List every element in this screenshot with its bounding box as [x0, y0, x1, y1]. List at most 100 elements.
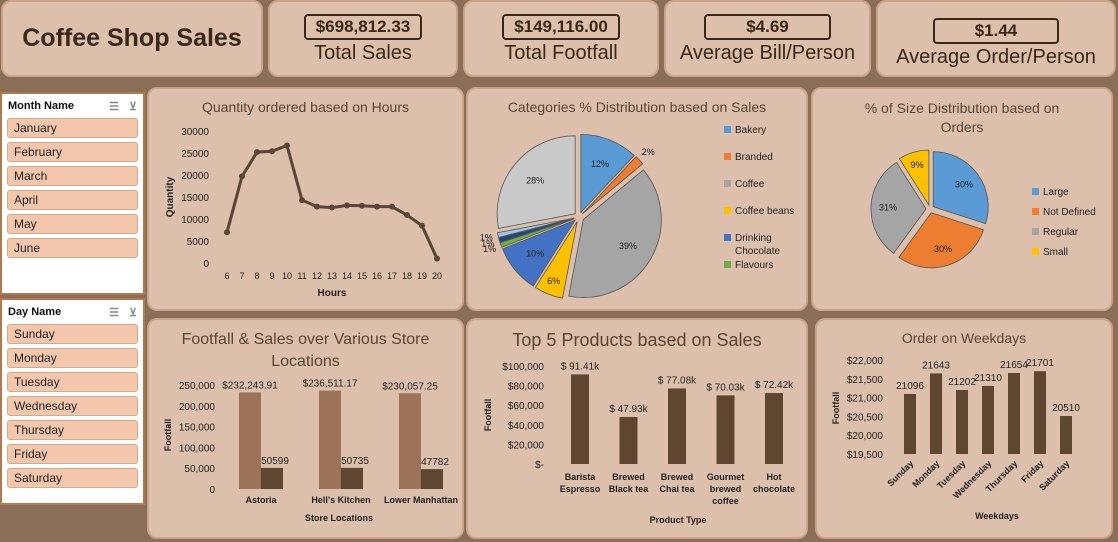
bar	[668, 388, 686, 464]
slicer-item-monday[interactable]: Monday	[7, 348, 138, 368]
slice-label: 2%	[642, 147, 655, 157]
weekdays-bar-chart: $19,500 $20,000 $20,500 $21,000 $21,500 $22,0…	[831, 356, 1080, 521]
legend-swatch	[1032, 208, 1039, 215]
kpi-average-order: $1.44 Average Order/Person	[876, 0, 1116, 77]
y-tick-label: 200,000	[179, 402, 216, 413]
x-tick-label: Black tea	[609, 484, 650, 494]
hours-chart-card: Quantity ordered based on Hours 0 5000 100…	[147, 87, 464, 311]
bar-data-label: $ 77.08k	[658, 375, 697, 386]
x-tick-label: 19	[417, 271, 427, 281]
legend-swatch	[724, 153, 731, 160]
legend-label: Flavours	[735, 260, 773, 271]
products-bar-chart: $- $20,000 $40,000 $60,000 $80,000 $100,000 $ …	[483, 361, 795, 525]
slice-label: 1%	[483, 244, 496, 254]
data-point	[419, 222, 425, 229]
data-point	[284, 142, 290, 149]
legend-swatch	[724, 207, 731, 214]
slice-label: 31%	[879, 203, 897, 213]
y-tick-label: $21,000	[847, 394, 884, 405]
bar	[571, 374, 589, 464]
hours-line-chart: 0 5000 10000 15000 20000 25000 30000 6 7 8 9 10 11 12…	[165, 127, 442, 299]
categories-chart-card: Categories % Distribution based on Sales…	[466, 87, 808, 311]
legend-label: Not Defined	[1043, 207, 1096, 218]
slice-label: 6%	[547, 276, 560, 286]
slice-label: 30%	[934, 244, 952, 254]
data-point	[314, 203, 320, 210]
sizes-chart-card: % of Size Distribution based on Orders 3…	[811, 87, 1113, 311]
legend-swatch	[724, 180, 731, 187]
data-point	[344, 202, 350, 209]
data-point	[359, 202, 365, 209]
y-tick-label: 150,000	[179, 423, 216, 434]
slicer-item-friday[interactable]: Friday	[7, 444, 138, 464]
x-tick-label: 8	[254, 271, 259, 281]
bar	[904, 393, 916, 454]
data-point	[224, 229, 230, 236]
y-axis-label: Footfall	[163, 419, 173, 452]
chart-title: % of Size Distribution based on Orders	[864, 100, 1060, 135]
x-tick-label: Lower Manhattan	[384, 495, 458, 505]
slicer-item-wednesday[interactable]: Wednesday	[7, 396, 138, 416]
bar	[421, 469, 443, 489]
slicer-item-march[interactable]: March	[7, 166, 138, 186]
pie-slice	[496, 135, 576, 229]
slicer-item-may[interactable]: May	[7, 214, 138, 234]
slice-label: 10%	[526, 248, 544, 258]
y-tick-label: 15000	[181, 193, 209, 204]
x-axis-label: Weekdays	[975, 511, 1019, 521]
kpi-label: Total Sales	[314, 42, 412, 64]
x-tick-label: 10	[282, 271, 292, 281]
kpi-total-footfall: $149,116.00 Total Footfall	[463, 0, 659, 77]
slicer-item-june[interactable]: June	[7, 238, 138, 258]
pie-slice	[582, 156, 644, 214]
slicer-item-tuesday[interactable]: Tuesday	[7, 372, 138, 392]
bar-data-label: $232,243.91	[222, 380, 278, 391]
bar	[1060, 416, 1072, 454]
multi-select-icon[interactable]: ☰	[109, 306, 119, 319]
bar-data-label: 47782	[421, 457, 449, 468]
pie-slice	[568, 169, 662, 298]
slicer-item-sunday[interactable]: Sunday	[7, 324, 138, 344]
x-tick-label: 16	[372, 271, 382, 281]
slicer-item-thursday[interactable]: Thursday	[7, 420, 138, 440]
slicer-item-february[interactable]: February	[7, 142, 138, 162]
kpi-value: $1.44	[932, 18, 1060, 44]
legend-label: Coffee	[735, 179, 765, 190]
clear-filter-icon[interactable]: ⊻	[128, 306, 137, 319]
chart-title: Top 5 Products based on Sales	[512, 330, 762, 350]
stores-bar-chart: 0 50,000 100,000 150,000 200,000 250,000 $232,…	[163, 379, 458, 523]
slicer-item-saturday[interactable]: Saturday	[7, 468, 138, 488]
weekdays-chart-card: Order on Weekdays $19,500 $20,000 $20,500 $…	[815, 318, 1113, 539]
pie-slice	[497, 217, 575, 238]
legend-label: Coffee beans	[735, 206, 794, 217]
pie-slice	[502, 219, 577, 287]
legend-label: Small	[1043, 247, 1068, 258]
x-tick-label: coffee	[712, 496, 739, 506]
slice-label: 12%	[591, 159, 609, 169]
y-tick-label: $19,500	[847, 450, 884, 461]
multi-select-icon[interactable]: ☰	[109, 100, 119, 113]
chart-title: Order on Weekdays	[901, 330, 1027, 346]
y-axis-label: Quantity	[165, 176, 176, 217]
x-axis-label: Product Type	[650, 515, 707, 525]
clear-filter-icon[interactable]: ⊻	[128, 100, 137, 113]
bar	[341, 467, 363, 489]
bar	[239, 392, 261, 489]
kpi-average-bill: $4.69 Average Bill/Person	[664, 0, 871, 77]
x-tick-label: Brewed	[661, 472, 694, 482]
x-axis-label: Store Locations	[305, 513, 373, 523]
y-tick-label: 20000	[181, 171, 209, 182]
y-tick-label: $20,500	[847, 412, 884, 423]
data-point	[434, 255, 440, 262]
slicer-item-april[interactable]: April	[7, 190, 138, 210]
slicer-item-january[interactable]: January	[7, 118, 138, 138]
stores-chart-card: Footfall & Sales over Various Store Loca…	[147, 318, 464, 539]
data-point	[329, 204, 335, 211]
bar	[319, 390, 341, 489]
kpi-value: $4.69	[704, 14, 831, 40]
day-slicer: Day Name ☰ ⊻ Sunday Monday Tuesday Wednesda…	[0, 298, 145, 505]
chart-title: Footfall & Sales over Various Store Loca…	[181, 331, 430, 370]
bar	[1008, 373, 1020, 454]
bar	[930, 373, 942, 454]
bar-data-label: 21701	[1026, 358, 1054, 369]
